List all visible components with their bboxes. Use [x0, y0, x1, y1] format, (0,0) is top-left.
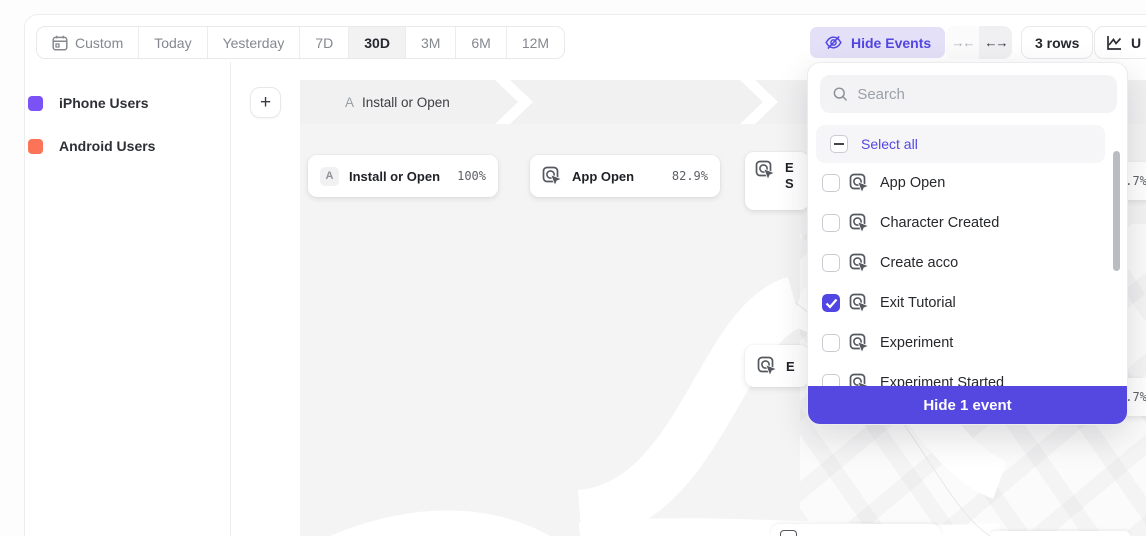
- search-icon: [833, 87, 848, 101]
- event-search[interactable]: [820, 75, 1117, 113]
- expand-icon: ←→: [984, 35, 1009, 50]
- event-item-create-acco[interactable]: Create acco: [808, 243, 1113, 283]
- checkbox[interactable]: [822, 174, 840, 192]
- add-step-button[interactable]: +: [250, 87, 281, 118]
- step2-card[interactable]: App Open 82.9%: [530, 155, 720, 197]
- checkbox[interactable]: [822, 214, 840, 232]
- event-click-icon: [849, 333, 869, 353]
- date-range-7d[interactable]: 7D: [299, 27, 348, 58]
- event-click-icon: [780, 530, 797, 536]
- step2-card-percent: 82.9%: [671, 169, 708, 183]
- iphone-users-label: iPhone Users: [59, 95, 149, 111]
- checkbox-checked[interactable]: [822, 294, 840, 312]
- column-width-control: →← ←→: [946, 26, 1012, 59]
- check-icon: [825, 298, 838, 309]
- date-range-today[interactable]: Today: [138, 27, 206, 58]
- step2-card-label: App Open: [572, 168, 635, 184]
- event-item-exit-tutorial[interactable]: Exit Tutorial: [808, 283, 1113, 323]
- date-range-12m[interactable]: 12M: [505, 27, 564, 58]
- step-a-prefix: A: [345, 94, 355, 110]
- step1-card-label: Install or Open: [349, 168, 441, 184]
- select-all-label: Select all: [861, 136, 918, 152]
- legend-item-android[interactable]: Android Users: [28, 138, 155, 154]
- panel-divider: [230, 62, 231, 536]
- event-click-icon: [757, 356, 777, 376]
- step-a-badge: A: [320, 166, 339, 186]
- expand-columns-button[interactable]: ←→: [979, 26, 1012, 59]
- legend-item-iphone[interactable]: iPhone Users: [28, 95, 148, 111]
- checkbox[interactable]: [822, 334, 840, 352]
- step3b-card-label: E: [786, 358, 795, 374]
- eye-off-icon: [825, 35, 842, 50]
- event-click-icon: [542, 166, 562, 186]
- step3a-card-line1: E: [785, 160, 794, 175]
- date-range-3m[interactable]: 3M: [404, 27, 455, 58]
- chart-icon: [1107, 35, 1122, 50]
- date-range-label: Custom: [75, 34, 124, 51]
- step3b-card[interactable]: E: [745, 345, 809, 387]
- date-range-control: Custom Today Yesterday 7D 30D 3M 6M 12M: [36, 26, 566, 59]
- select-all-row[interactable]: Select all: [816, 125, 1105, 163]
- step-a-header[interactable]: A Install or Open: [345, 80, 450, 124]
- android-users-swatch: [28, 138, 43, 154]
- android-users-label: Android Users: [59, 138, 156, 154]
- hide-events-label: Hide Events: [851, 34, 932, 51]
- date-range-yesterday[interactable]: Yesterday: [206, 27, 300, 58]
- search-input[interactable]: [857, 85, 1105, 103]
- hide-1-event-button[interactable]: Hide 1 event: [808, 386, 1127, 424]
- step3a-card-line2: S: [785, 176, 794, 191]
- step1-card-percent: 100%: [457, 169, 486, 183]
- hide-events-dropdown: Select all App Open Character Created Cr…: [807, 62, 1128, 425]
- event-item-app-open[interactable]: App Open: [808, 163, 1113, 203]
- step3a-card[interactable]: E S: [745, 152, 809, 210]
- iphone-users-swatch: [28, 95, 43, 111]
- plus-icon: +: [259, 91, 272, 113]
- collapse-icon: →←: [951, 35, 976, 50]
- step-a-title: Install or Open: [362, 94, 450, 110]
- step1-card[interactable]: A Install or Open 100%: [308, 155, 498, 197]
- event-click-icon: [849, 293, 869, 313]
- hide-1-event-label: Hide 1 event: [923, 396, 1012, 414]
- event-item-experiment[interactable]: Experiment: [808, 323, 1113, 363]
- chevron-separator-2: [740, 80, 778, 124]
- date-range-custom[interactable]: Custom: [37, 27, 138, 58]
- event-item-character-created[interactable]: Character Created: [808, 203, 1113, 243]
- date-range-30d-selected[interactable]: 30D: [348, 27, 405, 58]
- dropdown-scrollbar[interactable]: [1113, 151, 1120, 271]
- checkbox[interactable]: [822, 254, 840, 272]
- step4b-card-stub[interactable]: [990, 531, 1130, 536]
- collapse-columns-button[interactable]: →←: [946, 26, 979, 59]
- select-all-checkbox[interactable]: [830, 135, 848, 153]
- date-range-6m[interactable]: 6M: [455, 27, 505, 58]
- measure-button[interactable]: U: [1094, 26, 1146, 59]
- calendar-icon: [52, 35, 68, 51]
- event-click-icon: [849, 253, 869, 273]
- chevron-separator-1: [495, 80, 533, 124]
- hide-events-button[interactable]: Hide Events: [810, 27, 946, 58]
- measure-label: U: [1131, 34, 1142, 51]
- event-click-icon: [849, 173, 869, 193]
- event-click-icon: [849, 213, 869, 233]
- event-click-icon: [755, 160, 775, 180]
- rows-button[interactable]: 3 rows: [1021, 26, 1094, 59]
- step3c-card-stub[interactable]: [771, 524, 941, 536]
